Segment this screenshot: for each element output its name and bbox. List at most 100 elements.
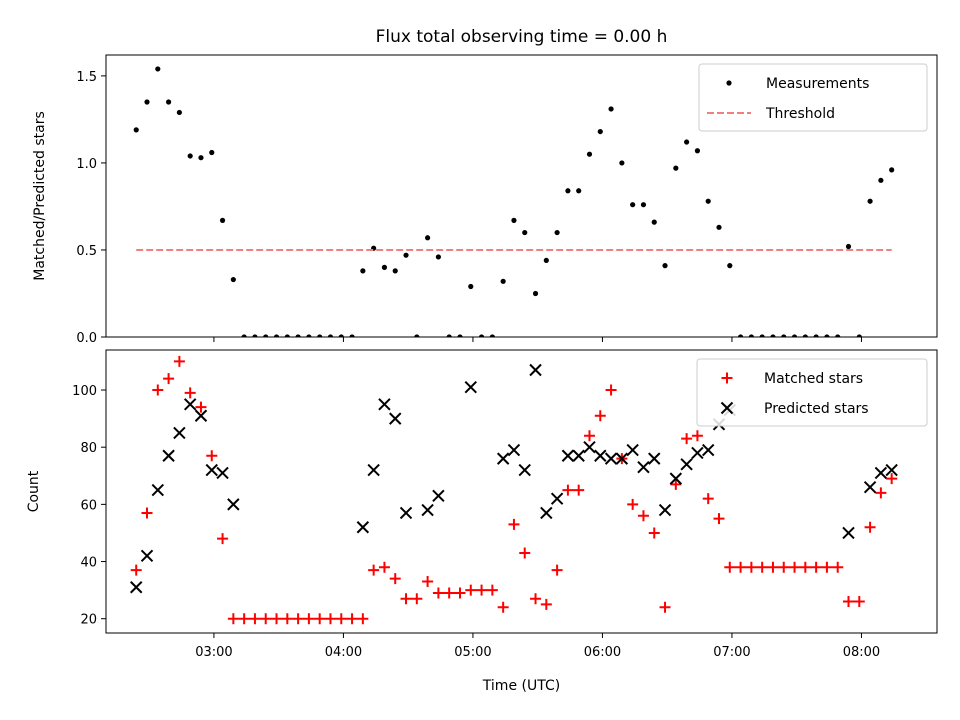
- predicted-stars-point: [518, 463, 531, 477]
- matched-stars-point: [195, 401, 207, 413]
- measurement-point: [835, 334, 841, 337]
- matched-stars-point: [735, 561, 747, 573]
- x-axis-label: Time (UTC): [482, 678, 560, 694]
- measurement-point: [597, 128, 603, 135]
- matched-stars-point: [875, 487, 887, 499]
- matched-stars-point: [173, 355, 185, 367]
- measurement-point: [522, 229, 528, 236]
- matched-stars-point: [530, 593, 542, 605]
- matched-stars-point: [217, 533, 229, 545]
- matched-stars-point: [432, 587, 444, 599]
- matched-stars-point: [713, 513, 725, 525]
- matched-stars-point: [389, 573, 401, 585]
- matched-stars-point: [303, 613, 315, 625]
- measurement-point: [198, 155, 204, 161]
- matched-stars-point: [249, 613, 261, 625]
- measurement-point: [608, 106, 614, 112]
- legend-label: Matched stars: [764, 371, 863, 387]
- measurement-point: [737, 334, 744, 337]
- measurement-point: [813, 334, 819, 337]
- measurement-point: [511, 217, 517, 223]
- matched-stars-point: [476, 584, 488, 596]
- matched-stars-point: [756, 561, 768, 573]
- matched-stars-point: [260, 613, 272, 625]
- x-tick-label: 08:00: [843, 645, 880, 660]
- measurement-point: [446, 334, 452, 337]
- measurement-point: [630, 202, 636, 208]
- measurement-point: [155, 66, 161, 72]
- matched-stars-point: [691, 430, 703, 442]
- x-tick-label: 06:00: [584, 645, 621, 660]
- measurement-point: [230, 276, 236, 283]
- y-tick-label: 1.5: [76, 70, 97, 85]
- predicted-stars-point: [173, 426, 186, 440]
- predicted-stars-point: [432, 489, 445, 502]
- predicted-stars-point: [626, 443, 639, 457]
- measurement-point: [252, 334, 258, 337]
- predicted-stars-point: [842, 526, 855, 540]
- legend-label: Threshold: [765, 106, 835, 122]
- matched-stars-point: [648, 527, 660, 539]
- predicted-stars-point: [183, 398, 197, 411]
- measurement-point: [694, 148, 701, 154]
- matched-stars-point: [573, 484, 585, 496]
- measurement-point: [748, 334, 754, 337]
- measurement-point: [338, 334, 344, 337]
- legend-plus-icon: [721, 372, 733, 384]
- predicted-stars-point: [140, 549, 154, 563]
- matched-stars-point: [508, 518, 520, 530]
- predicted-stars-point: [378, 398, 391, 411]
- matched-stars-point: [314, 613, 326, 625]
- measurement-point: [435, 254, 441, 260]
- predicted-stars-point: [658, 503, 672, 517]
- predicted-stars-point: [637, 460, 650, 474]
- measurement-point: [684, 139, 690, 145]
- predicted-stars-point: [130, 581, 143, 594]
- matched-stars-point: [465, 584, 477, 596]
- measurement-point: [317, 334, 323, 337]
- measurement-point: [673, 165, 679, 171]
- matched-stars-point: [271, 613, 283, 625]
- measurement-point: [824, 334, 830, 337]
- measurement-point: [856, 334, 862, 337]
- measurement-point: [500, 278, 506, 284]
- measurement-point: [284, 334, 290, 337]
- matched-stars-point: [497, 601, 509, 613]
- matched-stars-point: [163, 373, 175, 385]
- predicted-stars-point: [151, 483, 165, 497]
- matched-stars-point: [519, 547, 531, 559]
- measurement-point: [457, 334, 463, 337]
- predicted-stars-point: [194, 409, 208, 422]
- predicted-stars-point: [680, 458, 693, 471]
- measurement-point: [176, 109, 182, 116]
- measurement-point: [565, 188, 571, 194]
- predicted-stars-point: [863, 481, 877, 494]
- measurement-point: [165, 99, 172, 105]
- measurement-point: [586, 151, 593, 157]
- y-tick-label: 0.5: [76, 244, 97, 259]
- measurement-point: [716, 224, 722, 230]
- predicted-stars-point: [227, 498, 240, 511]
- predicted-stars-point: [701, 443, 715, 457]
- predicted-stars-point: [583, 440, 596, 454]
- predicted-stars-point: [496, 452, 510, 465]
- top-y-axis-label: Matched/Predicted stars: [32, 111, 48, 281]
- legend-box: [696, 358, 928, 427]
- measurement-point: [619, 160, 625, 166]
- measurement-point: [306, 334, 312, 337]
- matched-stars-point: [238, 613, 250, 625]
- predicted-stars-point: [367, 463, 380, 477]
- measurement-point: [414, 334, 420, 337]
- measurement-point: [802, 334, 808, 337]
- matched-stars-point: [767, 561, 779, 573]
- y-tick-label: 100: [72, 384, 97, 399]
- predicted-stars-point: [421, 503, 434, 517]
- y-tick-label: 40: [80, 556, 97, 571]
- measurement-point: [640, 202, 647, 208]
- measurement-point: [576, 188, 582, 194]
- measurement-point: [845, 243, 852, 250]
- x-tick-label: 03:00: [195, 645, 232, 660]
- matched-stars-point: [141, 507, 153, 519]
- matched-stars-point: [789, 561, 801, 573]
- matched-stars-point: [594, 410, 606, 422]
